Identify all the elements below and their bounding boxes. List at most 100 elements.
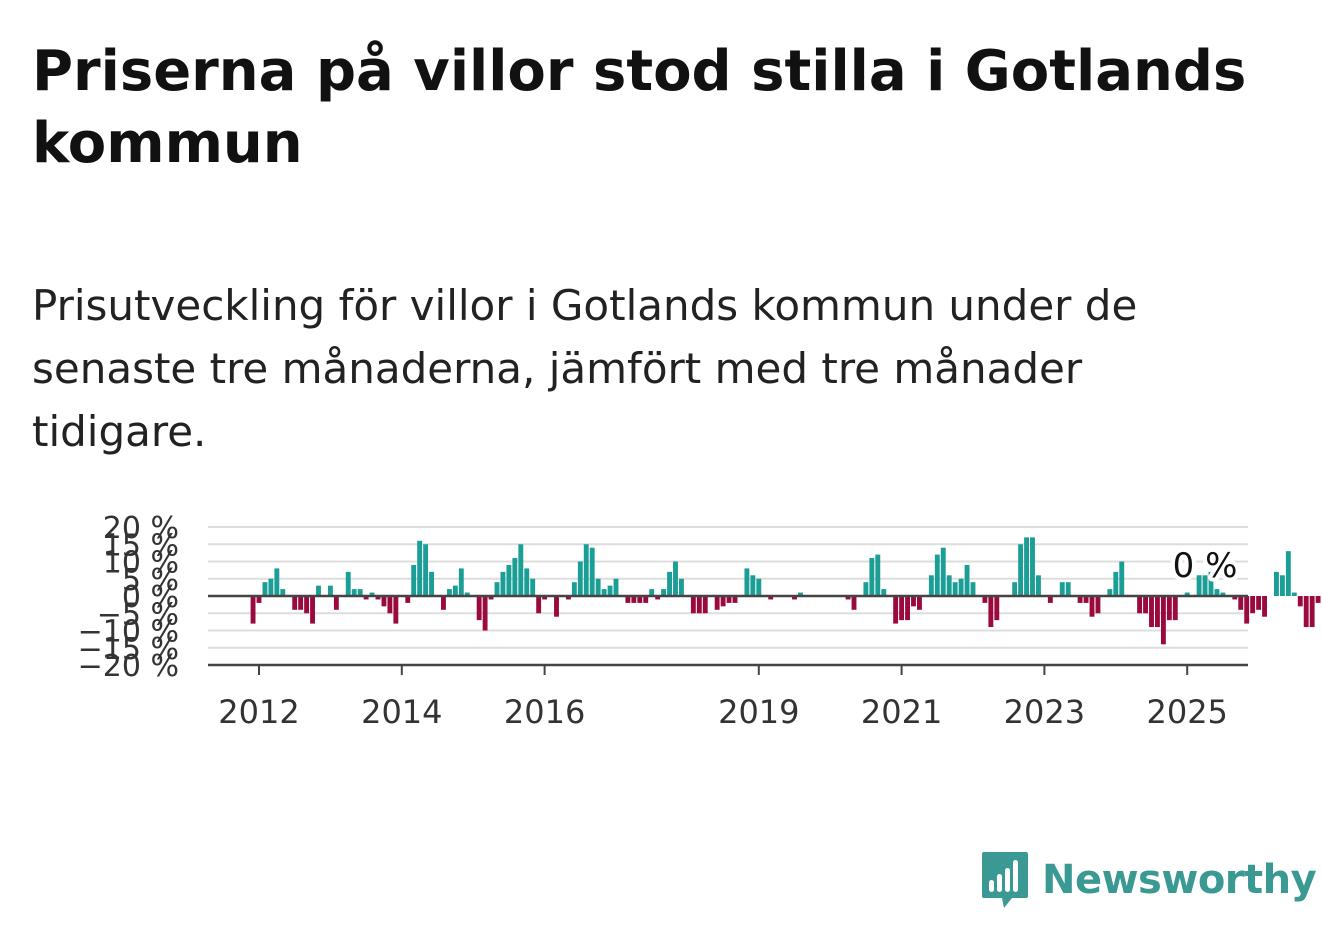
bar <box>726 596 732 603</box>
y-tick-label: −15 % <box>78 632 179 667</box>
bar <box>655 596 661 600</box>
bar <box>1160 596 1166 645</box>
bar <box>1196 575 1202 596</box>
bar <box>1309 596 1315 628</box>
y-tick-label: 15 % <box>103 528 179 563</box>
bar <box>881 589 887 596</box>
bar <box>631 596 637 603</box>
bar <box>393 596 399 624</box>
x-tick-label: 2016 <box>504 693 585 731</box>
bar <box>1244 596 1250 624</box>
bar <box>1285 551 1291 596</box>
bar <box>381 596 387 607</box>
bar <box>732 596 738 603</box>
bar <box>542 596 548 600</box>
bar <box>1315 596 1321 603</box>
bar <box>899 596 905 621</box>
bar <box>1024 537 1029 596</box>
bar <box>1250 596 1256 614</box>
bar <box>744 568 750 596</box>
bar <box>369 592 375 596</box>
bar <box>1137 596 1143 614</box>
bar <box>536 596 542 614</box>
bar <box>928 575 934 596</box>
y-tick-label: 20 % <box>103 511 179 546</box>
bar <box>1012 582 1018 596</box>
x-tick-label: 2025 <box>1146 693 1227 731</box>
bars <box>250 537 1321 645</box>
bar <box>905 596 910 621</box>
bar <box>458 568 464 596</box>
bar <box>637 596 643 603</box>
x-tick-label: 2012 <box>218 693 299 731</box>
bar <box>673 561 678 596</box>
bar <box>554 596 559 617</box>
bar <box>964 564 970 596</box>
bar <box>1214 589 1220 596</box>
chart-title: Priserna på villor stod stilla i Gotland… <box>32 39 1247 176</box>
y-axis-labels: 20 %15 %10 %5 %0 %−5 %−10 %−15 %−20 % <box>78 511 179 684</box>
bar <box>661 589 667 596</box>
bar <box>1059 582 1065 596</box>
bar <box>1291 592 1297 596</box>
bar <box>768 596 774 600</box>
bar <box>696 596 702 614</box>
bar <box>423 544 429 596</box>
bar <box>488 596 494 600</box>
bar <box>1089 596 1095 617</box>
y-tick-label: −5 % <box>97 597 179 632</box>
bar <box>375 596 381 600</box>
bar <box>1232 596 1238 600</box>
bar <box>565 596 571 600</box>
bar <box>1303 596 1309 628</box>
bar <box>1113 571 1119 596</box>
bar <box>280 589 286 596</box>
bar <box>441 596 446 610</box>
y-tick-label: 5 % <box>122 563 179 598</box>
bar <box>524 568 530 596</box>
bar <box>988 596 994 628</box>
bar <box>476 596 482 621</box>
bar <box>1238 596 1244 610</box>
brand-name: Newsworthy <box>1042 857 1317 903</box>
bar <box>750 575 756 596</box>
bar <box>934 554 940 596</box>
bar <box>1095 596 1101 614</box>
bar <box>643 596 649 603</box>
bar <box>702 596 708 614</box>
y-tick-label: 10 % <box>103 546 179 581</box>
bar <box>304 596 310 614</box>
bar <box>1208 571 1214 596</box>
bar <box>1107 589 1113 596</box>
bar <box>798 592 803 596</box>
bar <box>595 578 601 596</box>
bar <box>512 558 518 596</box>
bar <box>583 544 589 596</box>
bar <box>1262 596 1267 617</box>
latest-value-label: 0 % <box>1173 546 1238 586</box>
bar <box>1077 596 1083 603</box>
bar <box>1047 596 1053 603</box>
bar <box>1149 596 1154 628</box>
bar <box>1184 592 1190 596</box>
bar <box>917 596 922 610</box>
y-tick-label: −10 % <box>78 615 179 650</box>
bar <box>1065 582 1071 596</box>
bar <box>994 596 1000 621</box>
chart-subtitle: Prisutveckling för villor i Gotlands kom… <box>32 281 1138 456</box>
bar <box>429 571 434 596</box>
bar <box>720 596 726 607</box>
bar <box>1220 592 1226 596</box>
bar <box>500 571 506 596</box>
bar <box>625 596 631 603</box>
bar <box>577 561 583 596</box>
bar <box>1279 575 1285 596</box>
bar <box>1202 575 1208 596</box>
bar <box>571 582 577 596</box>
x-tick-label: 2019 <box>718 693 799 731</box>
bar <box>446 589 452 596</box>
bar <box>1018 544 1024 596</box>
bar <box>946 575 952 596</box>
bar <box>1143 596 1148 614</box>
bar <box>274 568 280 596</box>
